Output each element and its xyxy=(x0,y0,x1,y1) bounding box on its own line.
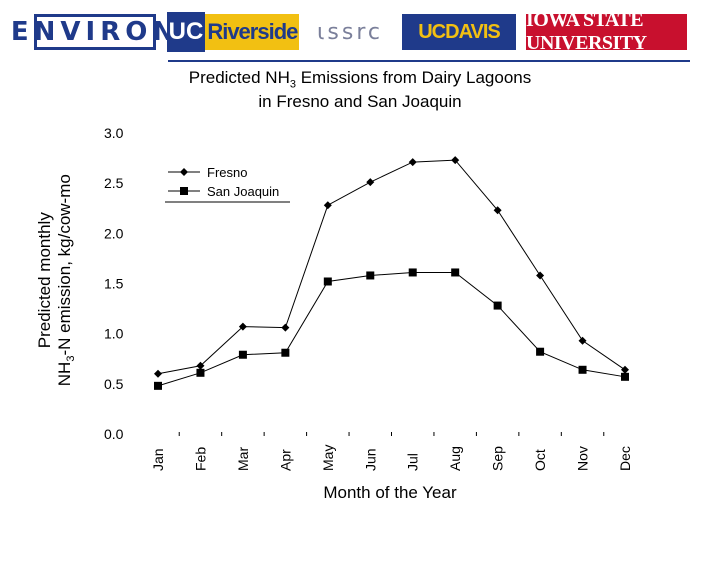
data-point-san-joaquin xyxy=(238,350,247,359)
iowa-state-logo: IOWA STATE UNIVERSITY xyxy=(526,9,687,54)
x-tick-label: Apr xyxy=(277,449,293,471)
x-tick-label: Jul xyxy=(405,453,421,471)
legend-label: Fresno xyxy=(207,165,247,180)
data-point-fresno xyxy=(536,271,545,280)
header-divider xyxy=(168,60,690,62)
y-tick-label: 1.5 xyxy=(104,276,124,292)
series-line-fresno xyxy=(157,159,626,375)
x-tick-label: May xyxy=(320,445,336,471)
x-tick-label: Aug xyxy=(447,446,463,471)
logo-bar: ENVIRON UC Riverside ιssrc UCDAVIS IOWA S… xyxy=(0,0,720,58)
y-tick-label: 0.5 xyxy=(104,376,124,392)
data-point-san-joaquin xyxy=(366,271,375,280)
data-point-fresno xyxy=(196,361,205,370)
chart-title-pre: Predicted NH xyxy=(188,68,290,87)
data-point-fresno xyxy=(323,201,332,210)
data-point-san-joaquin xyxy=(323,277,332,286)
chart-title-line1: Predicted NH3 Emissions from Dairy Lagoo… xyxy=(0,68,720,90)
data-point-fresno xyxy=(154,369,162,378)
x-tick-label: Feb xyxy=(192,447,208,471)
uc-davis-logo: UCDAVIS xyxy=(402,14,516,50)
chart-title-post: Emissions from Dairy Lagoons xyxy=(295,68,532,87)
data-point-fresno xyxy=(621,365,629,374)
data-point-san-joaquin xyxy=(621,372,629,381)
y-tick-label: 2.5 xyxy=(104,175,124,191)
data-point-fresno xyxy=(408,158,417,167)
uc-riverside-logo: UC Riverside xyxy=(166,12,300,52)
data-point-san-joaquin xyxy=(451,268,460,277)
legend-marker-san-joaquin xyxy=(180,187,188,195)
data-point-san-joaquin xyxy=(281,348,290,357)
data-point-fresno xyxy=(451,156,460,165)
issrc-logo: ιssrc xyxy=(316,19,384,45)
x-tick-label: Sep xyxy=(490,446,506,471)
x-tick-label: Dec xyxy=(617,446,633,471)
legend-marker-fresno xyxy=(180,168,188,176)
y-tick-label: 2.0 xyxy=(104,225,124,241)
data-point-fresno xyxy=(493,206,502,215)
chart-title-sub: 3 xyxy=(289,78,296,91)
y-tick-label: 3.0 xyxy=(104,125,124,141)
data-point-san-joaquin xyxy=(408,268,417,277)
y-tick-label: 0.0 xyxy=(104,426,124,442)
uc-riverside-logo-uc: UC xyxy=(166,12,206,52)
legend-label: San Joaquin xyxy=(207,184,279,199)
x-axis-label: Month of the Year xyxy=(323,483,457,502)
data-point-san-joaquin xyxy=(578,365,587,374)
y-tick-label: 1.0 xyxy=(104,326,124,342)
data-point-fresno xyxy=(281,323,290,332)
data-point-san-joaquin xyxy=(196,368,205,377)
data-point-fresno xyxy=(578,336,587,345)
x-tick-label: Mar xyxy=(235,447,251,471)
series-line-san-joaquin xyxy=(157,271,626,387)
data-point-fresno xyxy=(238,322,247,331)
x-tick-label: Jun xyxy=(362,448,378,471)
data-point-san-joaquin xyxy=(493,301,502,310)
x-tick-label: Oct xyxy=(532,449,548,471)
chart-title-line2: in Fresno and San Joaquin xyxy=(258,92,462,111)
x-tick-label: Nov xyxy=(575,446,591,471)
data-point-san-joaquin xyxy=(154,381,162,390)
environ-logo: ENVIRON xyxy=(11,14,174,50)
data-point-san-joaquin xyxy=(536,347,545,356)
data-point-fresno xyxy=(366,178,375,187)
x-tick-label: Jan xyxy=(150,448,166,471)
uc-riverside-logo-name: Riverside xyxy=(205,14,300,50)
